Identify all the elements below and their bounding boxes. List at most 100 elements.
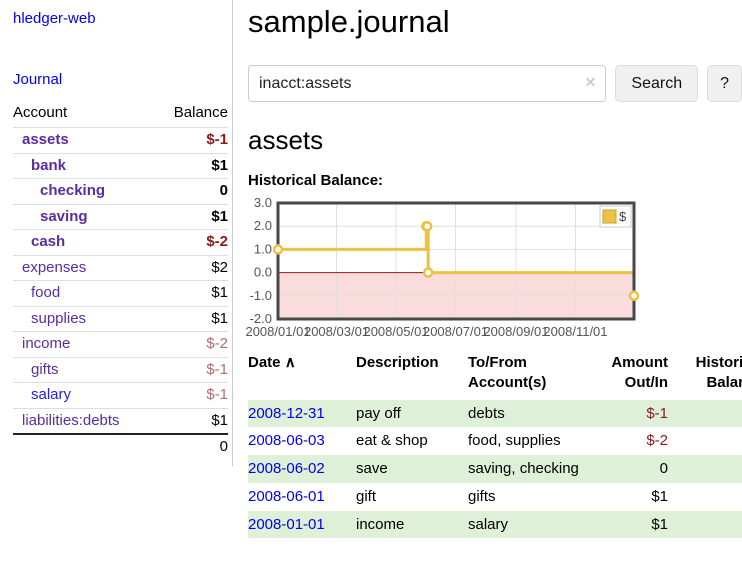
svg-text:1.0: 1.0	[254, 241, 272, 256]
account-link[interactable]: checking	[40, 182, 106, 199]
account-row: supplies $1	[13, 305, 228, 332]
sidebar-item-journal[interactable]: Journal	[13, 71, 63, 88]
account-link[interactable]: expenses	[22, 258, 87, 276]
account-link[interactable]: saving	[40, 207, 88, 225]
account-link[interactable]: cash	[31, 233, 66, 250]
transaction-balance: $2	[668, 483, 742, 511]
account-balance: $-1	[155, 356, 228, 383]
accounts-header-row: Account Balance	[13, 102, 228, 128]
register-header-description: Description	[356, 354, 439, 371]
account-balance: $-2	[155, 331, 228, 357]
search-button[interactable]: Search	[615, 65, 699, 102]
register-header-date-label: Date	[248, 354, 281, 371]
transaction-date-link[interactable]: 2008-06-01	[248, 487, 325, 505]
account-cell: checking	[13, 178, 156, 204]
account-row: expenses $2	[13, 254, 228, 281]
account-cell: salary	[13, 382, 156, 408]
transaction-description: eat & shop	[356, 432, 428, 450]
accounts-total-row: 0	[13, 433, 228, 460]
account-link[interactable]: income	[22, 335, 71, 352]
account-row: liabilities:debts $1	[13, 407, 228, 434]
transaction-balance: 0	[668, 427, 742, 455]
transaction-date-link[interactable]: 2008-06-03	[248, 432, 325, 450]
transaction-accounts: salary	[468, 515, 509, 533]
svg-text:$: $	[619, 209, 627, 224]
account-balance: $1	[155, 203, 228, 230]
account-link[interactable]: food	[31, 284, 61, 301]
account-balance: $-1	[155, 382, 228, 408]
transaction-amount: $1	[651, 487, 668, 505]
search-input[interactable]	[248, 65, 607, 102]
register-row: 2008-06-01 gift gifts $1$2	[248, 483, 742, 511]
account-balance: $1	[155, 407, 228, 434]
account-cell: expenses	[13, 254, 156, 281]
account-row: gifts $-1	[13, 356, 228, 383]
register-table: Date ∧ Description To/From Account(s) Am…	[248, 351, 742, 539]
account-row: checking 0	[13, 178, 228, 204]
register-header-amount: Amount Out/In	[611, 354, 668, 392]
account-balance: $-1	[155, 127, 228, 153]
account-link[interactable]: assets	[22, 131, 69, 148]
transaction-amount: $1	[651, 515, 668, 533]
transaction-balance: $2	[668, 455, 742, 483]
historical-balance-chart: 2008/01/012008/03/012008/05/012008/07/01…	[245, 195, 640, 339]
transaction-description: gift	[356, 487, 377, 505]
svg-text:2008/03/01: 2008/03/01	[304, 324, 369, 339]
account-row: bank $1	[13, 152, 228, 179]
account-cell: supplies	[13, 305, 156, 332]
account-link[interactable]: liabilities:debts	[22, 411, 120, 429]
account-heading: assets	[248, 125, 324, 155]
account-cell: bank	[13, 152, 156, 179]
register-header-date[interactable]: Date ∧	[248, 351, 356, 400]
account-balance: $2	[155, 254, 228, 281]
register-row: 2008-01-01 income salary $1$1	[248, 510, 742, 539]
transaction-date-cell: 2008-01-01	[248, 511, 356, 539]
account-link[interactable]: gifts	[31, 360, 59, 378]
transaction-balance: $-1	[668, 400, 742, 428]
transaction-date-link[interactable]: 2008-12-31	[248, 404, 325, 422]
transaction-date-cell: 2008-06-02	[248, 455, 356, 483]
clear-search-icon[interactable]: ✕	[584, 74, 597, 90]
account-cell: gifts	[13, 356, 156, 383]
svg-text:2008/07/01: 2008/07/01	[423, 324, 488, 339]
svg-text:-1.0: -1.0	[250, 288, 272, 303]
transaction-date-link[interactable]: 2008-06-02	[248, 460, 325, 477]
transaction-date-link[interactable]: 2008-01-01	[248, 515, 325, 533]
account-cell: cash	[13, 229, 156, 255]
app-brand-link[interactable]: hledger-web	[13, 10, 96, 27]
accounts-table: Account Balance assets $-1 bank $1 checking 0…	[13, 102, 228, 460]
account-link[interactable]: salary	[31, 386, 72, 403]
account-link[interactable]: bank	[31, 156, 67, 174]
transaction-accounts: food, supplies	[468, 432, 561, 450]
accounts-total-spacer	[13, 433, 156, 460]
account-row: salary $-1	[13, 382, 228, 408]
svg-text:2008/01/01: 2008/01/01	[245, 324, 310, 339]
search-input-wrapper: ✕	[248, 65, 607, 102]
sidebar-nav: Journal	[13, 71, 227, 88]
transaction-date-cell: 2008-06-01	[248, 483, 356, 511]
account-link[interactable]: supplies	[31, 309, 87, 327]
transaction-description: save	[356, 460, 388, 477]
register-row: 2008-06-03 eat & shop food, supplies $-20	[248, 427, 742, 455]
account-balance: $1	[155, 305, 228, 332]
register-header-row: Date ∧ Description To/From Account(s) Am…	[248, 351, 742, 400]
account-balance: 0	[155, 178, 228, 204]
account-cell: assets	[13, 127, 156, 153]
account-cell: food	[13, 280, 156, 306]
transaction-balance: $1	[668, 511, 742, 539]
account-cell: income	[13, 331, 156, 357]
transaction-accounts: gifts	[468, 487, 496, 505]
accounts-header-balance: Balance	[173, 104, 228, 121]
svg-text:2008/11/01: 2008/11/01	[543, 324, 607, 339]
transaction-amount: $-1	[646, 404, 668, 422]
transaction-date-cell: 2008-12-31	[248, 400, 356, 428]
help-button[interactable]: ?	[707, 65, 742, 102]
sidebar: hledger-web Journal Account Balance asse…	[0, 0, 233, 466]
svg-text:3.0: 3.0	[254, 195, 272, 210]
svg-text:-2.0: -2.0	[250, 311, 272, 326]
account-row: income $-2	[13, 331, 228, 357]
account-balance: $1	[155, 152, 228, 179]
search-form: ✕ Search ?	[248, 65, 742, 102]
register-row: 2008-06-02 save saving, checking 0$2	[248, 455, 742, 483]
account-row: cash $-2	[13, 229, 228, 255]
